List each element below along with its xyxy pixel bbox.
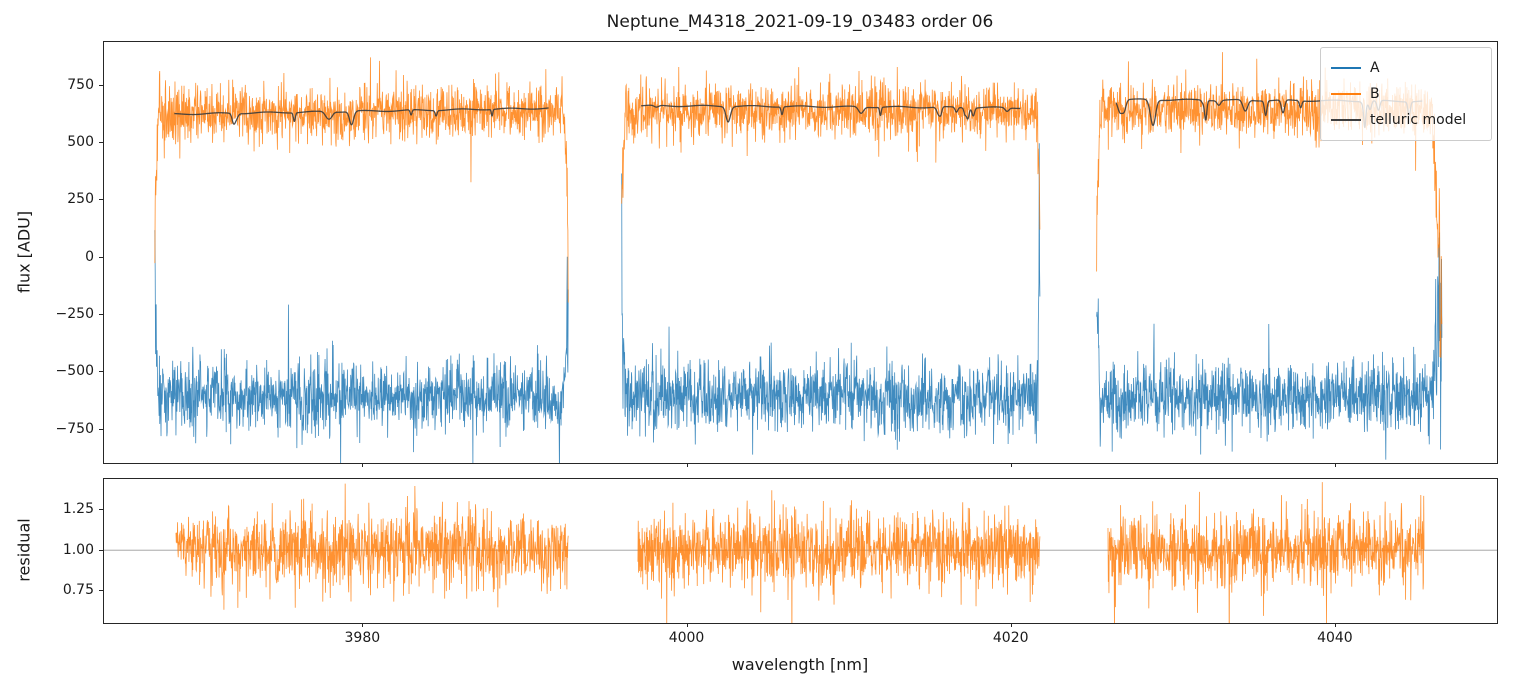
legend-swatch-1: [1331, 93, 1361, 95]
y-axis-label-flux: flux [ADU]: [14, 210, 34, 294]
legend-label-b: B: [1370, 86, 1380, 102]
legend-label-a: A: [1370, 60, 1380, 76]
legend-item-a: A: [1321, 55, 1491, 81]
legend-label-telluric-model: telluric model: [1370, 112, 1467, 128]
legend-item-b: B: [1321, 81, 1491, 107]
legend-item-telluric-model: telluric model: [1321, 107, 1491, 133]
plot-title: Neptune_M4318_2021-09-19_03483 order 06: [606, 12, 994, 32]
legend-swatch-0: [1331, 67, 1361, 69]
y-axis-label-residual: residual: [14, 518, 34, 582]
legend-swatch-2: [1331, 119, 1361, 121]
x-axis-label: wavelength [nm]: [731, 655, 869, 674]
legend: A B telluric model: [1320, 47, 1492, 141]
